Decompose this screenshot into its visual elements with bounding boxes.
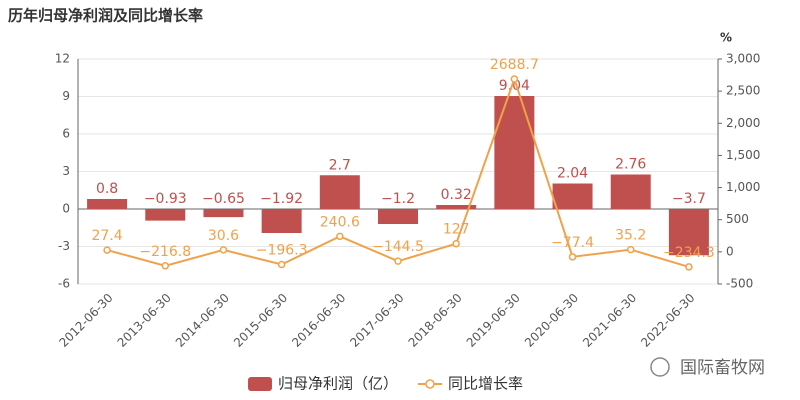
bar bbox=[319, 175, 360, 209]
y2-tick-label: -500 bbox=[726, 277, 753, 291]
legend-marker bbox=[425, 379, 435, 389]
line-point bbox=[336, 232, 344, 241]
bar-value-label: −0.65 bbox=[202, 191, 245, 207]
y2-tick-label: 3,000 bbox=[726, 52, 760, 66]
x-tick-label: 2016-06-30 bbox=[289, 291, 348, 350]
line-point bbox=[510, 75, 519, 83]
bar bbox=[145, 209, 186, 221]
legend-label: 归母净利润（亿） bbox=[278, 375, 398, 393]
bar bbox=[494, 96, 535, 209]
x-tick-label: 2013-06-30 bbox=[115, 291, 174, 350]
line-value-label: −216.8 bbox=[139, 244, 191, 260]
line-point bbox=[394, 257, 402, 265]
y2-tick-label: 500 bbox=[726, 212, 749, 226]
chart-title: 历年归母净利润及同比增长率 bbox=[8, 7, 203, 25]
bar-value-label: −1.92 bbox=[260, 191, 303, 207]
x-tick-label: 2021-06-30 bbox=[580, 291, 639, 350]
x-tick-label: 2022-06-30 bbox=[638, 291, 697, 350]
bar bbox=[261, 209, 302, 233]
line-point bbox=[452, 239, 460, 248]
x-tick-label: 2018-06-30 bbox=[406, 291, 465, 350]
y2-tick-label: 2,500 bbox=[726, 84, 760, 98]
x-tick-label: 2019-06-30 bbox=[464, 291, 523, 350]
bar-value-label: −3.7 bbox=[672, 191, 706, 207]
watermark-icon bbox=[650, 357, 670, 377]
line-value-label: 127 bbox=[443, 222, 470, 238]
bar bbox=[203, 209, 244, 218]
bar bbox=[668, 209, 709, 256]
bar bbox=[378, 209, 418, 224]
line-point bbox=[277, 260, 286, 269]
line-value-label: 27.4 bbox=[92, 228, 123, 244]
bar-value-label: −0.93 bbox=[144, 191, 187, 207]
legend-label: 同比增长率 bbox=[448, 375, 523, 393]
line-value-label: −77.4 bbox=[551, 235, 594, 251]
bar-value-label: 9.04 bbox=[499, 78, 530, 94]
y-tick-label: -3 bbox=[58, 239, 70, 253]
y-tick-label: 3 bbox=[62, 164, 70, 178]
bar-value-label: 2.04 bbox=[557, 166, 588, 182]
bar-value-label: 2.76 bbox=[615, 157, 646, 173]
line-point bbox=[161, 262, 170, 270]
bar bbox=[610, 174, 651, 209]
y2-tick-label: 2,000 bbox=[726, 116, 760, 130]
line-value-label: −144.5 bbox=[372, 239, 424, 255]
bar bbox=[436, 205, 477, 209]
line-point bbox=[568, 253, 577, 261]
line-value-label: 2688.7 bbox=[490, 57, 539, 73]
line-value-label: −196.3 bbox=[256, 242, 308, 258]
line-value-label: 35.2 bbox=[615, 228, 646, 244]
bar-value-label: 0.8 bbox=[96, 181, 118, 197]
y2-tick-label: 1,500 bbox=[726, 148, 760, 162]
line-value-label: 240.6 bbox=[320, 214, 360, 230]
bar bbox=[552, 183, 593, 209]
line-point bbox=[219, 246, 228, 254]
line-point bbox=[626, 245, 635, 254]
x-tick-label: 2012-06-30 bbox=[56, 291, 115, 350]
bar-value-label: 0.32 bbox=[441, 187, 472, 203]
legend-swatch bbox=[248, 377, 272, 391]
line-value-label: 30.6 bbox=[208, 228, 239, 244]
x-tick-label: 2017-06-30 bbox=[347, 291, 406, 350]
x-tick-label: 2014-06-30 bbox=[173, 291, 232, 350]
y-tick-label: 9 bbox=[62, 89, 70, 103]
y2-unit: % bbox=[720, 31, 732, 45]
y-tick-label: 6 bbox=[62, 127, 70, 141]
y2-tick-label: 0 bbox=[726, 244, 734, 258]
y2-tick-label: 1,000 bbox=[726, 180, 760, 194]
x-tick-label: 2015-06-30 bbox=[231, 291, 290, 350]
y-tick-label: 12 bbox=[55, 52, 70, 66]
line-point bbox=[685, 263, 693, 271]
x-tick-label: 2020-06-30 bbox=[522, 291, 581, 350]
bar-value-label: −1.2 bbox=[381, 191, 415, 207]
line-point bbox=[103, 246, 111, 254]
line-value-label: −234.3 bbox=[663, 245, 715, 261]
bar bbox=[87, 199, 128, 209]
watermark: 国际畜牧网 bbox=[680, 358, 765, 378]
y-tick-label: -6 bbox=[58, 277, 70, 291]
bar-value-label: 2.7 bbox=[329, 157, 351, 173]
y-tick-label: 0 bbox=[62, 202, 70, 216]
